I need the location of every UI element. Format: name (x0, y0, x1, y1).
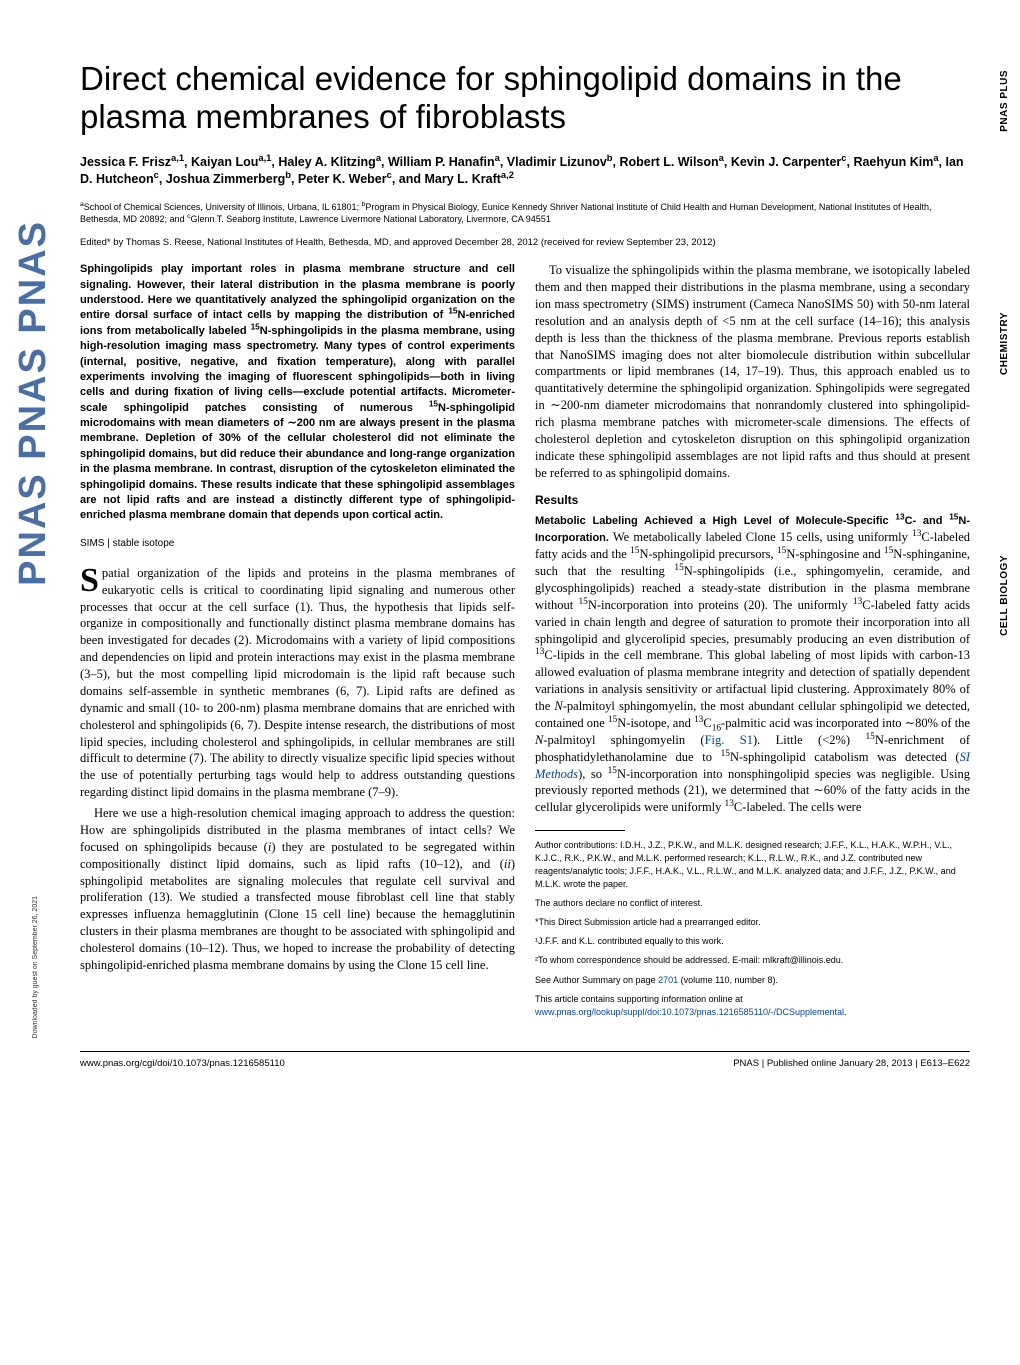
intro-para-2: Here we use a high-resolution chemical i… (80, 805, 515, 974)
keywords: SIMS | stable isotope (80, 538, 515, 549)
footnote-divider (535, 830, 625, 831)
article-title: Direct chemical evidence for sphingolipi… (80, 60, 970, 136)
results-heading: Results (535, 493, 578, 507)
footnotes: Author contributions: I.D.H., J.Z., P.K.… (535, 839, 970, 1019)
author-contributions: Author contributions: I.D.H., J.Z., P.K.… (535, 839, 970, 891)
two-column-body: Sphingolipids play important roles in pl… (80, 262, 970, 1025)
author-summary-note: See Author Summary on page 2701 (volume … (535, 974, 970, 987)
footer-doi: www.pnas.org/cgi/doi/10.1073/pnas.121658… (80, 1058, 285, 1069)
abstract: Sphingolipids play important roles in pl… (80, 262, 515, 524)
page-content: Direct chemical evidence for sphingolipi… (0, 0, 1020, 1099)
intro-body: Spatial organization of the lipids and p… (80, 565, 515, 974)
corresponding-author-note: ²To whom correspondence should be addres… (535, 954, 970, 967)
results-heading-wrap: Results (535, 492, 970, 509)
editor-line: Edited* by Thomas S. Reese, National Ins… (80, 237, 970, 248)
supporting-info-note: This article contains supporting informa… (535, 993, 970, 1019)
right-para-1: To visualize the sphingolipids within th… (535, 262, 970, 481)
results-subsection: Metabolic Labeling Achieved a High Level… (535, 512, 970, 816)
author-list: Jessica F. Frisza,1, Kaiyan Loua,1, Hale… (80, 154, 970, 189)
footer-pub-info: PNAS | Published online January 28, 2013… (733, 1058, 970, 1069)
direct-submission-note: *This Direct Submission article had a pr… (535, 916, 970, 929)
page-footer: www.pnas.org/cgi/doi/10.1073/pnas.121658… (80, 1051, 970, 1069)
right-body: To visualize the sphingolipids within th… (535, 262, 970, 816)
right-column: To visualize the sphingolipids within th… (535, 262, 970, 1025)
left-column: Sphingolipids play important roles in pl… (80, 262, 515, 1025)
intro-para-1: Spatial organization of the lipids and p… (80, 565, 515, 801)
equal-contribution-note: ¹J.F.F. and K.L. contributed equally to … (535, 935, 970, 948)
conflict-statement: The authors declare no conflict of inter… (535, 897, 970, 910)
affiliations: aSchool of Chemical Sciences, University… (80, 201, 970, 225)
dropcap-s: S (80, 565, 102, 596)
